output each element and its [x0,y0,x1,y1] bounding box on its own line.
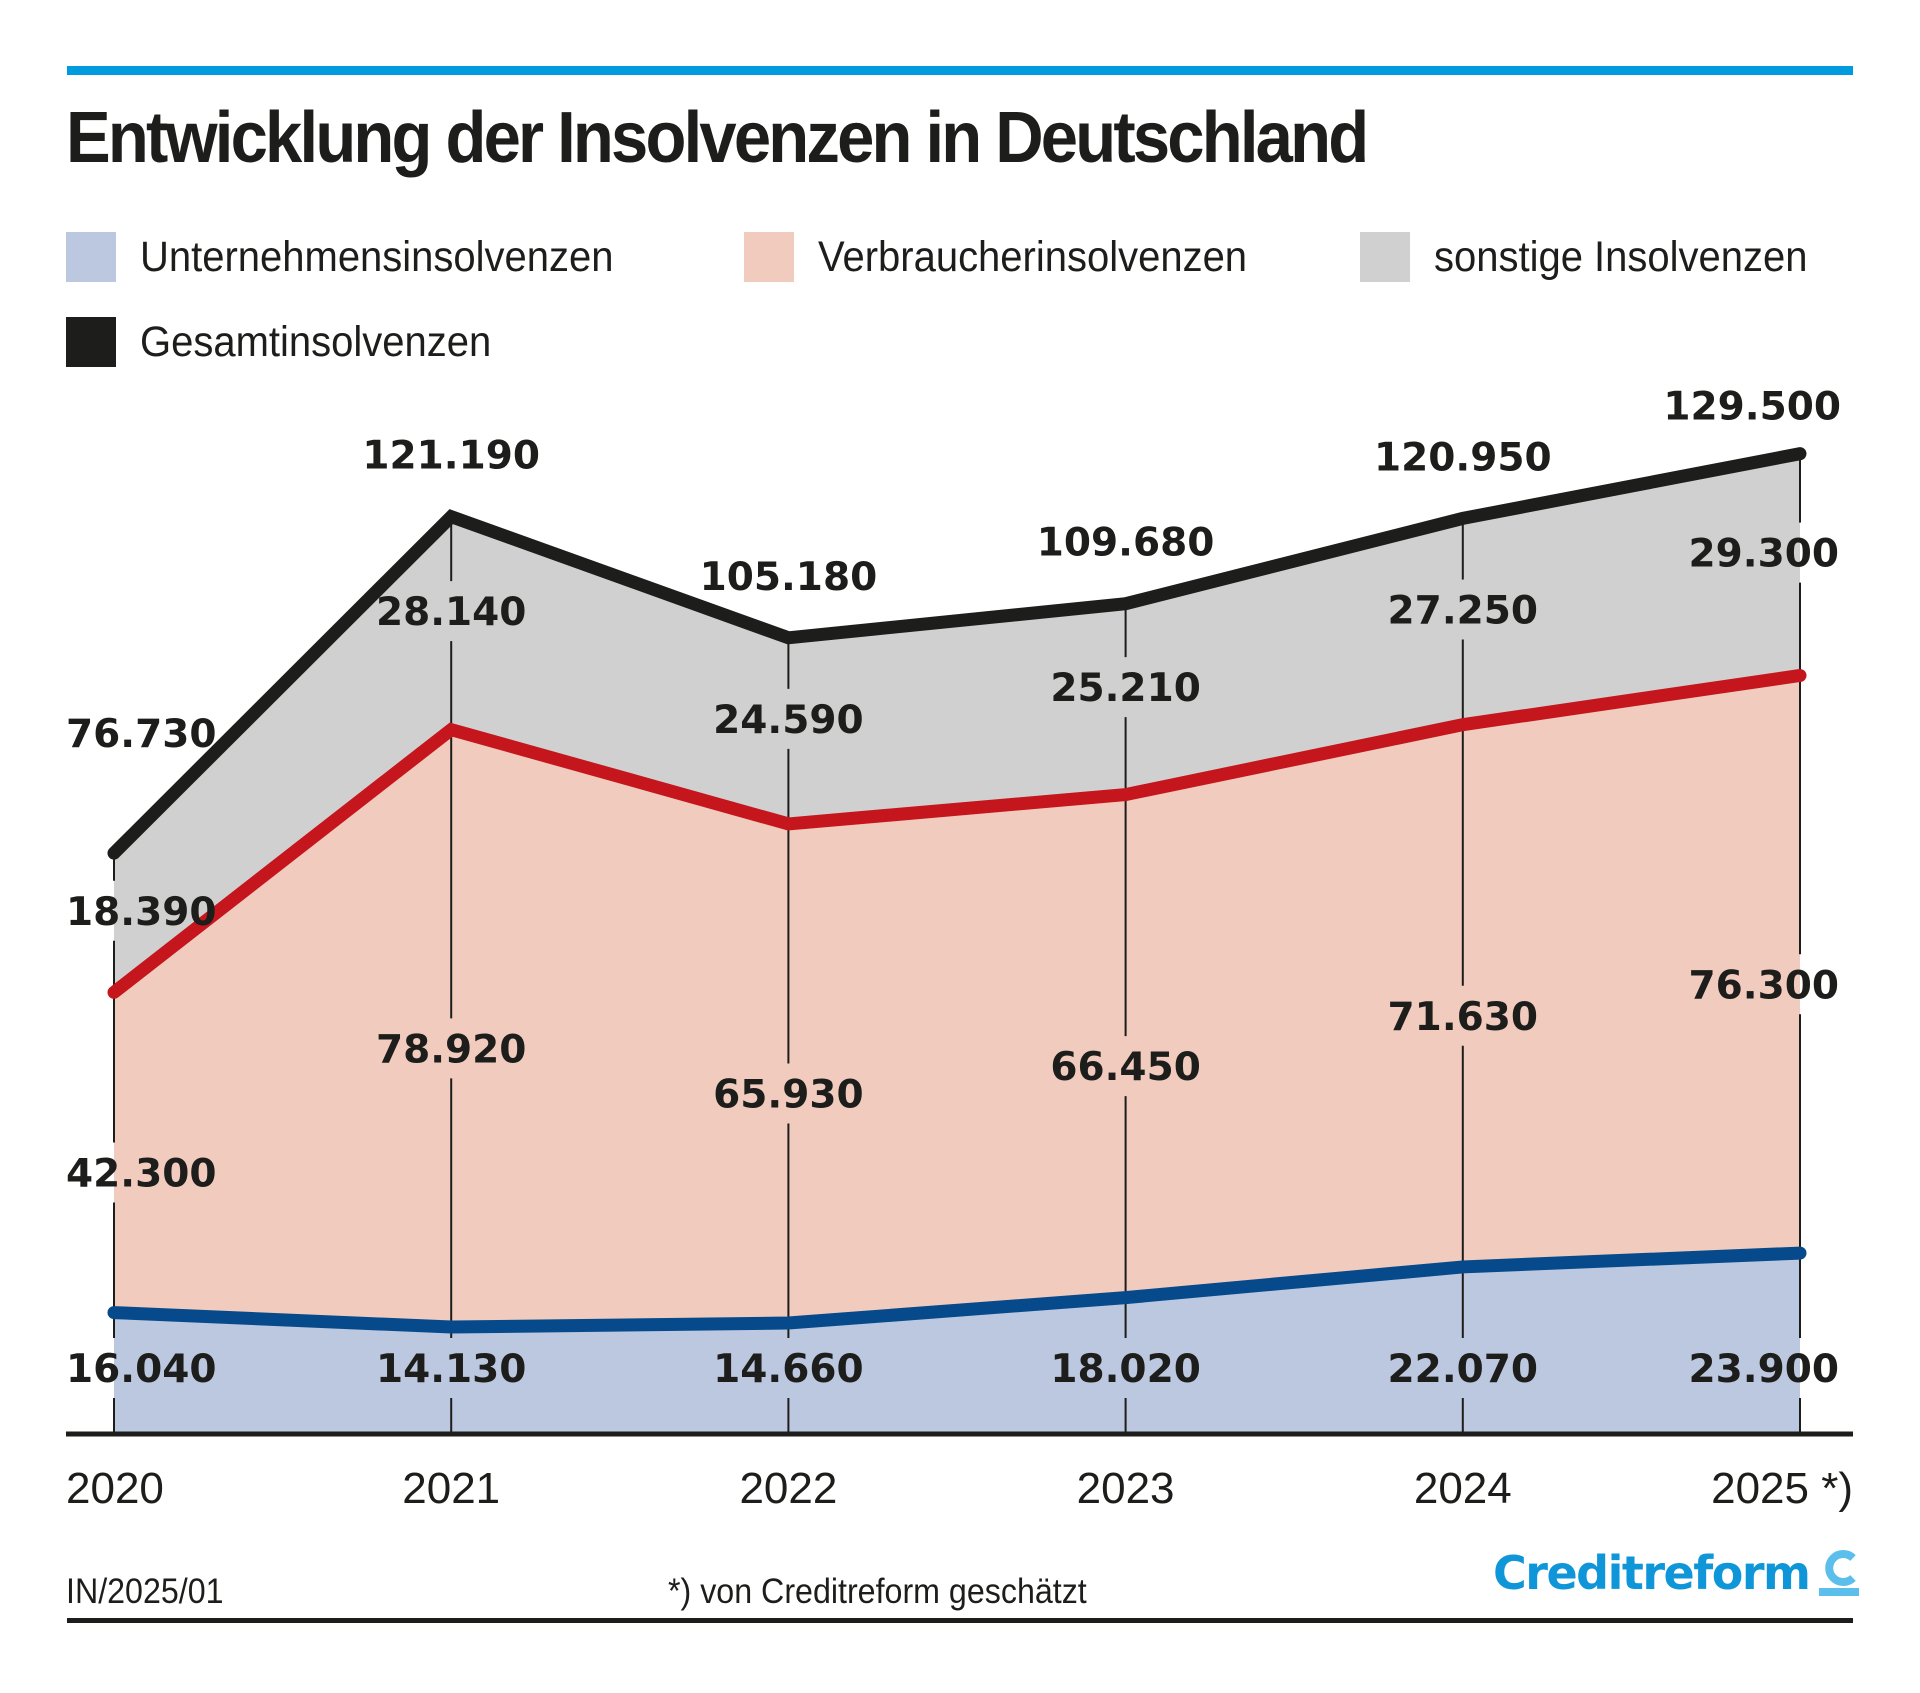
legend-item-sonstige: sonstige Insolvenzen [1360,232,1836,282]
label-total-2021: 121.190 [362,434,540,479]
legend-swatch-sonstige [1360,232,1410,282]
line-sonstige insolvenzen [107,447,1807,860]
label-total-2024: 120.950 [1374,435,1552,480]
x-tick-label-2020: 2020 [66,1464,164,1513]
legend-label-gesamt: Gesamtinsolvenzen [140,317,492,366]
label-unternehmensinsolvenzen-2020: 16.040 [66,1347,217,1392]
label-sonstige insolvenzen-2025: 29.300 [1689,532,1840,577]
x-tick-label-2024: 2024 [1414,1464,1512,1513]
area-unternehmensinsolvenzen [114,1253,1800,1434]
label-verbraucherinsolvenzen-2025: 76.300 [1689,963,1840,1008]
legend-swatch-unternehmen [66,232,116,282]
x-tick-label-2025: 2025 *) [1711,1464,1853,1513]
label-sonstige insolvenzen-2020: 18.390 [66,890,217,935]
x-tick-label-2022: 2022 [739,1464,837,1513]
label-total-2020: 76.730 [66,712,217,757]
label-unternehmensinsolvenzen-2023: 18.020 [1050,1347,1201,1392]
line-verbraucherinsolvenzen [107,668,1807,999]
x-tick-label-2021: 2021 [402,1464,500,1513]
area-sonstige insolvenzen [114,453,1800,993]
legend-swatch-gesamt [66,317,116,367]
label-total-2022: 105.180 [700,555,878,600]
legend-item-verbraucher: Verbraucherinsolvenzen [744,232,1279,282]
creditreform-c-icon [1817,1548,1861,1598]
creditreform-logo: Creditreform [1493,1548,1861,1598]
legend-label-verbraucher: Verbraucherinsolvenzen [818,232,1248,281]
label-unternehmensinsolvenzen-2022: 14.660 [713,1347,864,1392]
label-total-2023: 109.680 [1037,521,1215,566]
legend-label-sonstige: sonstige Insolvenzen [1434,232,1808,281]
line-unternehmensinsolvenzen [107,1246,1807,1334]
area-verbraucherinsolvenzen [114,675,1800,1328]
label-verbraucherinsolvenzen-2021: 78.920 [376,1027,527,1072]
legend-item-gesamt: Gesamtinsolvenzen [66,317,518,367]
label-sonstige insolvenzen-2024: 27.250 [1388,589,1539,634]
label-unternehmensinsolvenzen-2021: 14.130 [376,1347,527,1392]
label-sonstige insolvenzen-2022: 24.590 [713,698,864,743]
label-verbraucherinsolvenzen-2022: 65.930 [713,1072,864,1117]
label-unternehmensinsolvenzen-2025: 23.900 [1689,1347,1840,1392]
footer-code: IN/2025/01 [66,1572,224,1611]
legend-item-unternehmen: Unternehmensinsolvenzen [66,232,649,282]
label-sonstige insolvenzen-2023: 25.210 [1050,666,1201,711]
label-verbraucherinsolvenzen-2024: 71.630 [1388,995,1539,1040]
label-sonstige insolvenzen-2021: 28.140 [376,590,527,635]
label-total-2025: 129.500 [1663,385,1841,430]
top-accent-rule [67,66,1853,75]
legend-label-unternehmen: Unternehmensinsolvenzen [140,232,614,281]
legend-swatch-verbraucher [744,232,794,282]
footer-note: *) von Creditreform geschätzt [668,1572,1087,1611]
footer-rule [67,1618,1853,1623]
x-tick-label-2023: 2023 [1077,1464,1175,1513]
chart-title: Entwicklung der Insolvenzen in Deutschla… [66,98,1369,178]
label-unternehmensinsolvenzen-2024: 22.070 [1388,1347,1539,1392]
label-verbraucherinsolvenzen-2020: 42.300 [66,1151,217,1196]
label-verbraucherinsolvenzen-2023: 66.450 [1050,1045,1201,1090]
brand-name: Creditreform [1493,1546,1811,1600]
